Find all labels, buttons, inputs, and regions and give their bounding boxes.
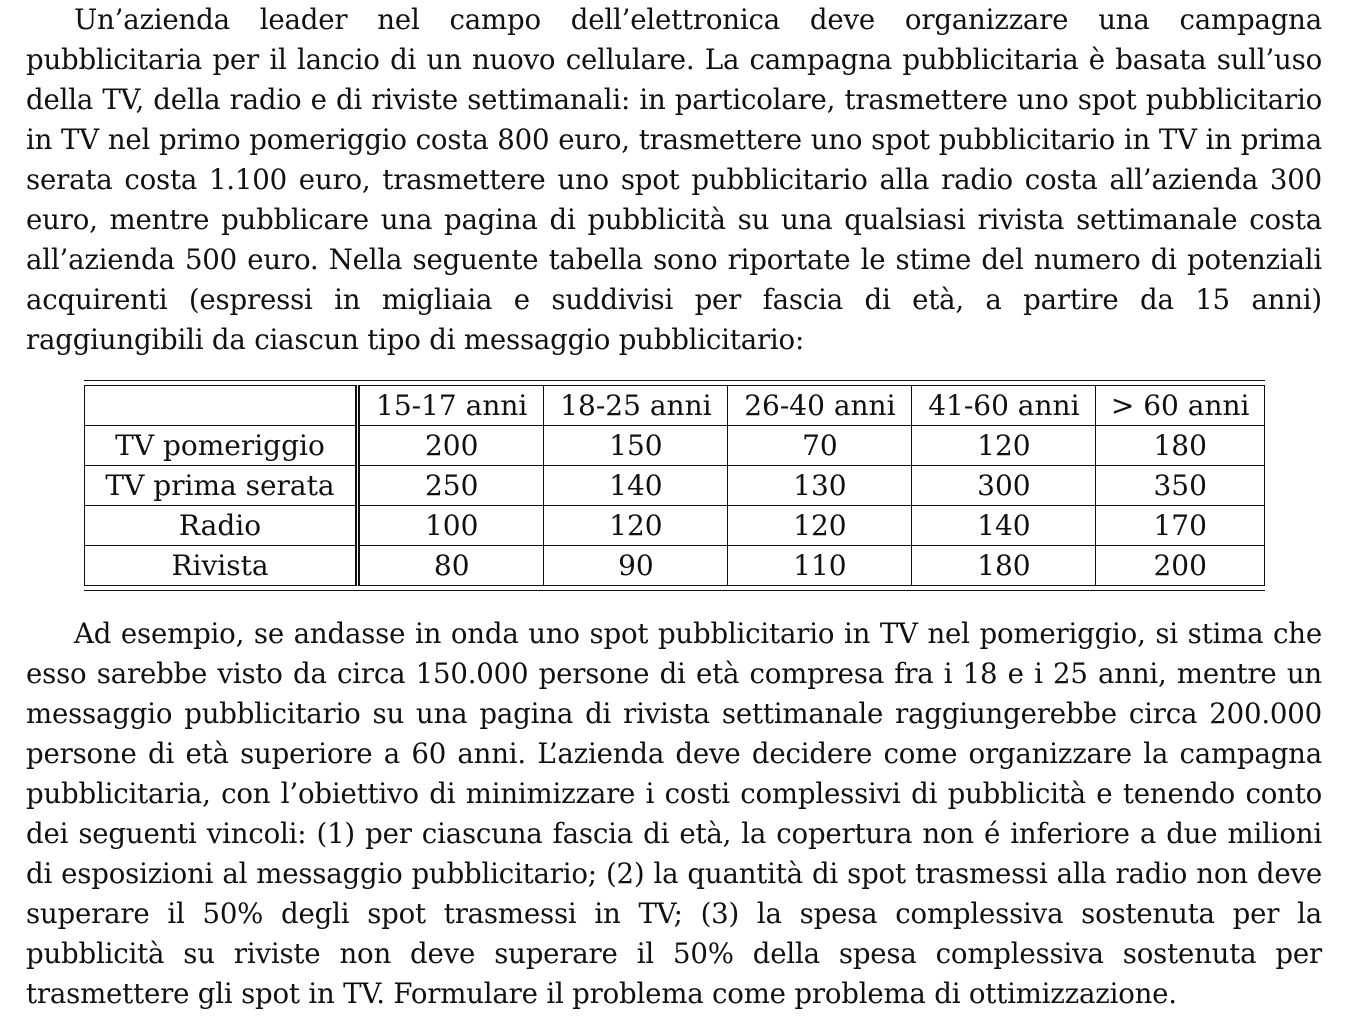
table-cell: 100 (356, 505, 545, 546)
table-cell: 150 (543, 425, 729, 466)
table-header-row: 15-17 anni 18-25 anni 26-40 anni 41-60 a… (84, 385, 1265, 426)
table-row: Rivista 80 90 110 180 200 (84, 545, 1265, 586)
table-cell: 80 (356, 545, 545, 586)
table-cell: 200 (1095, 545, 1265, 586)
column-header: 18-25 anni (543, 385, 729, 426)
table-cell: 70 (727, 425, 913, 466)
row-label: TV pomeriggio (84, 425, 360, 466)
row-label: TV prima serata (84, 465, 360, 506)
table-cell: 120 (543, 505, 729, 546)
table-cell: 120 (727, 505, 913, 546)
audience-table-container: 15-17 anni 18-25 anni 26-40 anni 41-60 a… (84, 380, 1265, 591)
table-cell: 140 (543, 465, 729, 506)
table-corner-cell (84, 385, 360, 426)
table-cell: 90 (543, 545, 729, 586)
table-row: TV prima serata 250 140 130 300 350 (84, 465, 1265, 506)
table-cell: 180 (1095, 425, 1265, 466)
table-cell: 180 (911, 545, 1097, 586)
column-header: 15-17 anni (356, 385, 545, 426)
table-cell: 300 (911, 465, 1097, 506)
table-row: TV pomeriggio 200 150 70 120 180 (84, 425, 1265, 466)
table-cell: 170 (1095, 505, 1265, 546)
table-cell: 140 (911, 505, 1097, 546)
audience-table: 15-17 anni 18-25 anni 26-40 anni 41-60 a… (84, 385, 1265, 586)
table-row: Radio 100 120 120 140 170 (84, 505, 1265, 546)
column-header: > 60 anni (1095, 385, 1265, 426)
row-label: Rivista (84, 545, 360, 586)
table-cell: 250 (356, 465, 545, 506)
table-cell: 130 (727, 465, 913, 506)
table-cell: 200 (356, 425, 545, 466)
table-cell: 110 (727, 545, 913, 586)
column-header: 41-60 anni (911, 385, 1097, 426)
table-cell: 350 (1095, 465, 1265, 506)
intro-paragraph: Un’azienda leader nel campo dell’elettro… (26, 3, 1322, 356)
example-paragraph: Ad esempio, se andasse in onda uno spot … (26, 617, 1322, 1010)
column-header: 26-40 anni (727, 385, 913, 426)
table-cell: 120 (911, 425, 1097, 466)
row-label: Radio (84, 505, 360, 546)
